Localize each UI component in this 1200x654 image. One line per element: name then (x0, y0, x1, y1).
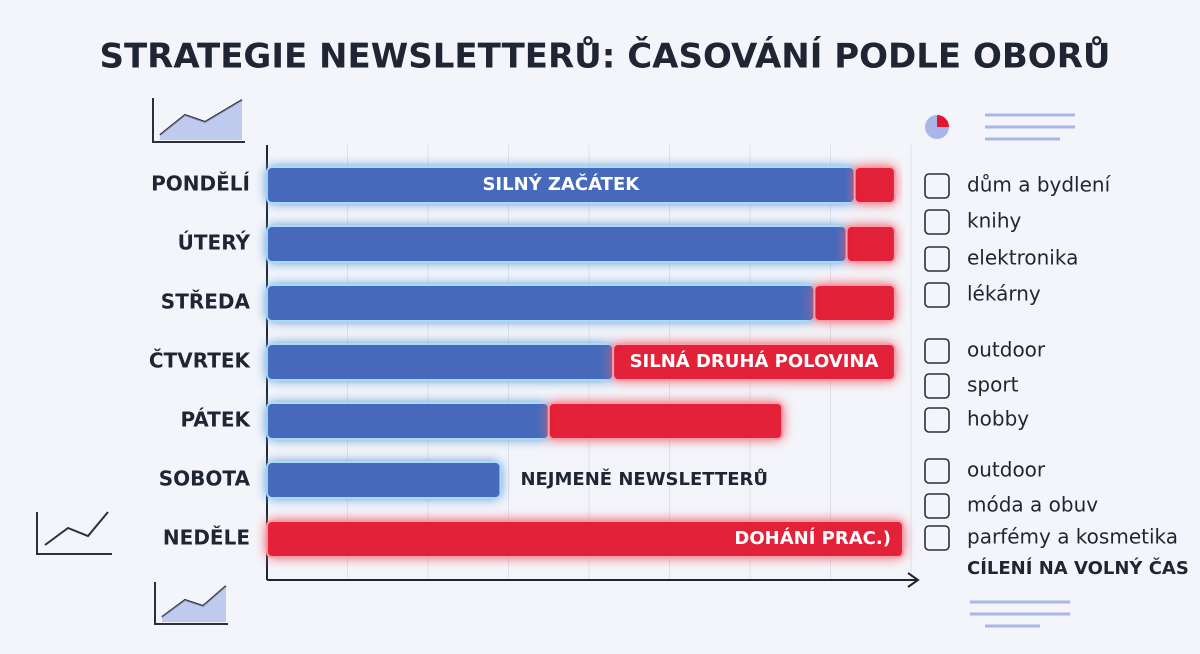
x-axis (267, 572, 920, 588)
bar-segment (266, 402, 550, 440)
y-tick-label: PONDĚLÍ (151, 172, 250, 196)
bar-segment (266, 520, 904, 558)
bar-label: DOHÁNÍ PRAC.) (734, 527, 891, 549)
bar-segment (266, 284, 816, 322)
icon (924, 493, 950, 519)
bar-segment (853, 166, 896, 204)
side-item: hobby (967, 407, 1029, 431)
side-item: elektronika (967, 246, 1078, 270)
side-item: parfémy a kosmetika (967, 525, 1178, 549)
icon (924, 282, 950, 308)
side-item: outdoor (967, 338, 1046, 362)
bar-segment (845, 225, 896, 263)
bar-label: NEJMENĚ NEWSLETTERŮ (520, 467, 768, 490)
y-tick-label: STŘEDA (161, 290, 251, 314)
side-item: sport (967, 373, 1019, 397)
side-item: dům a bydlení (967, 173, 1112, 197)
side-item: knihy (967, 209, 1021, 233)
side-item: outdoor (967, 458, 1046, 482)
bar-segment (266, 343, 615, 381)
plot: PONDĚLÍ SILNÝ ZAČÁTEK ÚTERÝ STŘEDA ČTVRTEK SI… (149, 145, 1189, 588)
side-item: lékárny (967, 282, 1041, 306)
icon (924, 458, 950, 484)
icon (924, 209, 950, 235)
y-tick-label: NEDĚLE (163, 526, 250, 550)
icon (924, 525, 950, 551)
bar-segment (612, 343, 896, 381)
bar-label: SILNÝ ZAČÁTEK (482, 173, 640, 195)
chart-title: STRATEGIE NEWSLETTERŮ: ČASOVÁNÍ PODLE OB… (99, 36, 1110, 77)
bar-segment (813, 284, 896, 322)
icon (924, 246, 950, 272)
side-item: móda a obuv (967, 493, 1098, 517)
bar-label: SILNÁ DRUHÁ POLOVINA (630, 350, 879, 372)
icon (924, 338, 950, 364)
y-tick-label: PÁTEK (180, 408, 251, 432)
y-tick-label: ČTVRTEK (149, 349, 252, 373)
decor (36, 98, 1075, 628)
y-tick-label: ÚTERÝ (178, 231, 251, 255)
bar-segment (547, 402, 784, 440)
icon (924, 373, 950, 399)
y-tick-label: SOBOTA (159, 467, 251, 491)
icon (924, 173, 950, 199)
icon (924, 407, 950, 433)
side-note: CÍLENÍ NA VOLNÝ ČAS (967, 557, 1189, 579)
bar-segment (266, 461, 502, 499)
bar-segment (266, 225, 848, 263)
